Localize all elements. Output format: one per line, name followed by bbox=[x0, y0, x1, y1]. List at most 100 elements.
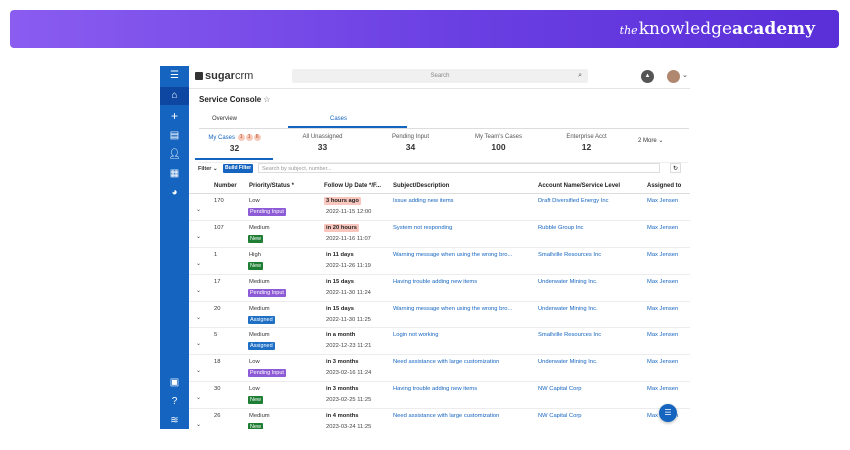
expand-chevron-icon[interactable]: ⌄ bbox=[196, 233, 202, 240]
assigned-user-link[interactable]: Max Jensen bbox=[647, 305, 679, 312]
global-search[interactable]: Search ⌕ bbox=[292, 69, 588, 83]
status-badge: Pending Input bbox=[248, 369, 286, 378]
account-link[interactable]: Draft Diversified Energy Inc bbox=[538, 198, 609, 204]
col-account[interactable]: Account Name/Service Level bbox=[538, 183, 621, 189]
table-row[interactable]: ⌄ 170 Low Pending Input 3 hours ago 2022-11-1… bbox=[189, 194, 690, 221]
filter-bar: Filter ⌄ Build Filter Search by subject,… bbox=[198, 162, 688, 177]
expand-chevron-icon[interactable]: ⌄ bbox=[196, 260, 202, 267]
case-subject-link[interactable]: System not responding bbox=[393, 224, 453, 231]
case-subject-link[interactable]: Having trouble adding new items bbox=[393, 278, 478, 285]
expand-chevron-icon[interactable]: ⌄ bbox=[196, 422, 202, 429]
follow-up-relative: in 20 hours bbox=[324, 223, 359, 232]
account-link[interactable]: NW Capital Corp bbox=[538, 413, 582, 420]
count-badge: 1 bbox=[237, 134, 245, 141]
top-bar: sugarcrm Search ⌕ ▲ ⌄ bbox=[189, 66, 690, 89]
assigned-user-link[interactable]: Max Jensen bbox=[647, 251, 679, 258]
case-subject-link[interactable]: Warning message when using the wrong bro… bbox=[393, 251, 513, 258]
tab-cases[interactable]: Cases bbox=[330, 116, 348, 122]
table-row[interactable]: ⌄ 107 Medium New in 20 hours 2022-11-16 11:07… bbox=[189, 221, 690, 248]
chevron-down-icon[interactable]: ⌄ bbox=[682, 72, 688, 79]
assigned-user-link[interactable]: Max Jensen bbox=[647, 278, 679, 285]
case-priority: Medium bbox=[249, 224, 270, 231]
table-row[interactable]: ⌄ 1 High New in 11 days 2022-11-26 11:19 Warni… bbox=[189, 248, 690, 275]
plus-icon[interactable]: + bbox=[170, 109, 178, 123]
search-icon[interactable]: ⌕ bbox=[578, 72, 582, 79]
account-link[interactable]: Underwater Mining Inc. bbox=[538, 305, 598, 312]
case-subject-link[interactable]: Warning message when using the wrong bro… bbox=[393, 305, 513, 312]
star-icon[interactable]: ☆ bbox=[263, 95, 271, 104]
follow-up-date: 2023-02-16 11:24 bbox=[326, 370, 372, 377]
expand-chevron-icon[interactable]: ⌄ bbox=[196, 314, 202, 321]
follow-up-date: 2022-11-16 11:07 bbox=[326, 235, 371, 242]
assigned-user-link[interactable]: Max Jensen bbox=[647, 386, 679, 393]
case-number: 20 bbox=[214, 305, 221, 312]
follow-up-date: 2023-03-24 11:25 bbox=[326, 424, 372, 429]
assigned-user-link[interactable]: Max Jensen bbox=[647, 224, 679, 231]
account-link[interactable]: Underwater Mining Inc. bbox=[538, 359, 598, 366]
account-link[interactable]: NW Capital Corp bbox=[538, 386, 582, 393]
table-row[interactable]: ⌄ 5 Medium Assigned in a month 2022-12-23 11:… bbox=[189, 328, 690, 356]
account-link[interactable]: Rubble Group Inc bbox=[538, 224, 584, 231]
avatar[interactable] bbox=[667, 70, 680, 83]
stat-team-cases[interactable]: My Team's Cases 100 bbox=[474, 134, 523, 152]
calendar-icon[interactable]: ▦ bbox=[169, 168, 180, 179]
menu-icon[interactable]: ☰ bbox=[170, 70, 179, 81]
filter-toggle[interactable]: Filter ⌄ bbox=[198, 166, 218, 172]
more-dropdown[interactable]: 2 More ⌄ bbox=[638, 138, 664, 144]
expand-chevron-icon[interactable]: ⌄ bbox=[196, 287, 202, 294]
account-link[interactable]: Smallville Resources Inc bbox=[538, 251, 602, 258]
stat-pending-input[interactable]: Pending Input 34 bbox=[391, 134, 430, 152]
table-row[interactable]: ⌄ 17 Medium Pending Input in 15 days 2022-11-… bbox=[189, 275, 690, 302]
status-badge: New bbox=[248, 234, 264, 243]
tab-overview[interactable]: Overview bbox=[212, 116, 238, 122]
home-icon[interactable]: ⌂ bbox=[160, 87, 189, 105]
assigned-user-link[interactable]: Max Jensen bbox=[647, 198, 679, 204]
case-subject-link[interactable]: Need assistance with large customization bbox=[393, 359, 500, 366]
case-number: 18 bbox=[214, 359, 221, 366]
case-priority: Low bbox=[249, 198, 260, 204]
assigned-user-link[interactable]: Max Jensen bbox=[647, 332, 679, 339]
account-link[interactable]: Smallville Resources Inc bbox=[538, 332, 602, 339]
col-follow-up[interactable]: Follow Up Date */F... bbox=[324, 183, 382, 189]
col-number[interactable]: Number bbox=[214, 183, 237, 189]
expand-chevron-icon[interactable]: ⌄ bbox=[196, 207, 202, 213]
case-number: 30 bbox=[214, 386, 221, 393]
table-row[interactable]: ⌄ 18 Low Pending Input in 3 months 2023-02-16… bbox=[189, 355, 690, 383]
refresh-icon[interactable]: ↻ bbox=[670, 163, 681, 173]
follow-up-date: 2022-11-30 11:24 bbox=[326, 289, 371, 296]
case-subject-link[interactable]: Having trouble adding new items bbox=[393, 386, 478, 393]
document-icon[interactable]: ▤ bbox=[169, 130, 180, 141]
notification-icon[interactable]: ▲ bbox=[641, 70, 654, 83]
case-subject-link[interactable]: Login not working bbox=[393, 332, 439, 339]
build-filter-button[interactable]: Build Filter bbox=[223, 164, 254, 173]
stat-enterprise-acct[interactable]: Enterprise Acct 12 bbox=[566, 134, 607, 152]
table-row[interactable]: ⌄ 30 Low New in 3 months 2023-02-25 11:25 Havi… bbox=[189, 382, 690, 410]
col-subject[interactable]: Subject/Description bbox=[393, 183, 450, 189]
chart-icon[interactable]: ◕ bbox=[171, 187, 178, 198]
case-subject-link[interactable]: Issue adding new items bbox=[393, 198, 454, 204]
case-subject-link[interactable]: Need assistance with large customization bbox=[393, 413, 500, 420]
table-row[interactable]: ⌄ 20 Medium Assigned in 15 days 2022-11-30 11… bbox=[189, 302, 690, 329]
layers-icon[interactable]: ≋ bbox=[170, 415, 179, 426]
follow-up-date: 2022-11-26 11:19 bbox=[326, 262, 371, 269]
filter-search-input[interactable]: Search by subject, number... bbox=[258, 163, 660, 173]
list-action-button[interactable]: ☰ bbox=[659, 404, 677, 422]
user-icon[interactable]: 👤︎ bbox=[168, 149, 181, 160]
report-icon[interactable]: ▣ bbox=[169, 377, 180, 388]
expand-chevron-icon[interactable]: ⌄ bbox=[196, 395, 202, 402]
status-badge: Assigned bbox=[248, 342, 275, 351]
account-link[interactable]: Underwater Mining Inc. bbox=[538, 278, 598, 285]
help-icon[interactable]: ? bbox=[171, 396, 178, 407]
assigned-user-link[interactable]: Max Jensen bbox=[647, 359, 679, 366]
case-number: 1 bbox=[214, 251, 218, 258]
console-tabs: Overview Cases bbox=[199, 112, 689, 129]
col-priority-status[interactable]: Priority/Status * bbox=[249, 183, 295, 189]
stat-all-unassigned[interactable]: All Unassigned 33 bbox=[302, 134, 343, 152]
expand-chevron-icon[interactable]: ⌄ bbox=[196, 368, 202, 375]
sugarcrm-logo[interactable]: sugarcrm bbox=[195, 70, 253, 82]
table-row[interactable]: ⌄ 26 Medium New in 4 months 2023-03-24 11:25 N… bbox=[189, 409, 690, 429]
col-assigned[interactable]: Assigned to bbox=[647, 183, 682, 189]
expand-chevron-icon[interactable]: ⌄ bbox=[196, 341, 202, 348]
